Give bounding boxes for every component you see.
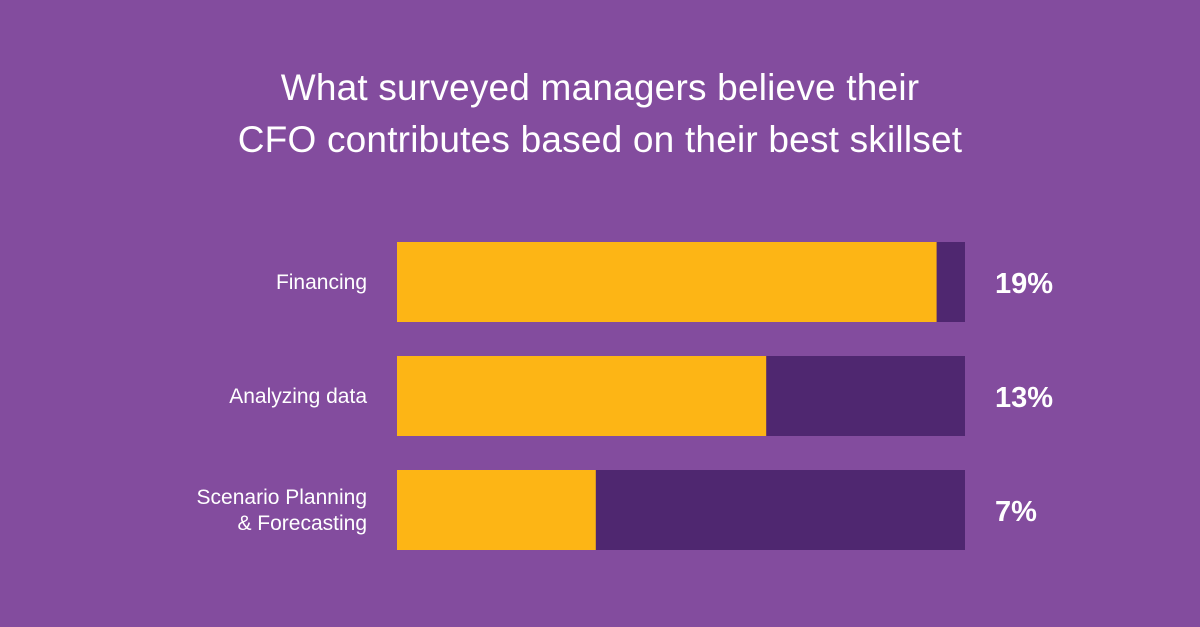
bar-financing bbox=[397, 242, 937, 322]
value-label-financing: 19% bbox=[995, 268, 1053, 300]
category-label-financing: Financing bbox=[276, 271, 367, 294]
chart-title: What surveyed managers believe their CFO… bbox=[0, 62, 1200, 166]
bar-row-analyzing-data: Analyzing data 13% bbox=[229, 356, 1053, 436]
bar-scenario-planning-forecasting bbox=[397, 470, 596, 550]
value-label-scenario-planning-forecasting: 7% bbox=[995, 496, 1037, 528]
value-label-analyzing-data: 13% bbox=[995, 382, 1053, 414]
chart-title-line-1: What surveyed managers believe their bbox=[280, 67, 920, 108]
bar-row-financing: Financing 19% bbox=[276, 242, 1053, 322]
category-label-analyzing-data: Analyzing data bbox=[229, 385, 367, 408]
bar-analyzing-data bbox=[397, 356, 767, 436]
category-label-scenario-planning-forecasting: Scenario Planning & Forecasting bbox=[197, 486, 367, 535]
chart-title-line-2: CFO contributes based on their best skil… bbox=[237, 119, 963, 160]
bar-row-scenario-planning-forecasting: Scenario Planning & Forecasting 7% bbox=[197, 470, 1037, 550]
